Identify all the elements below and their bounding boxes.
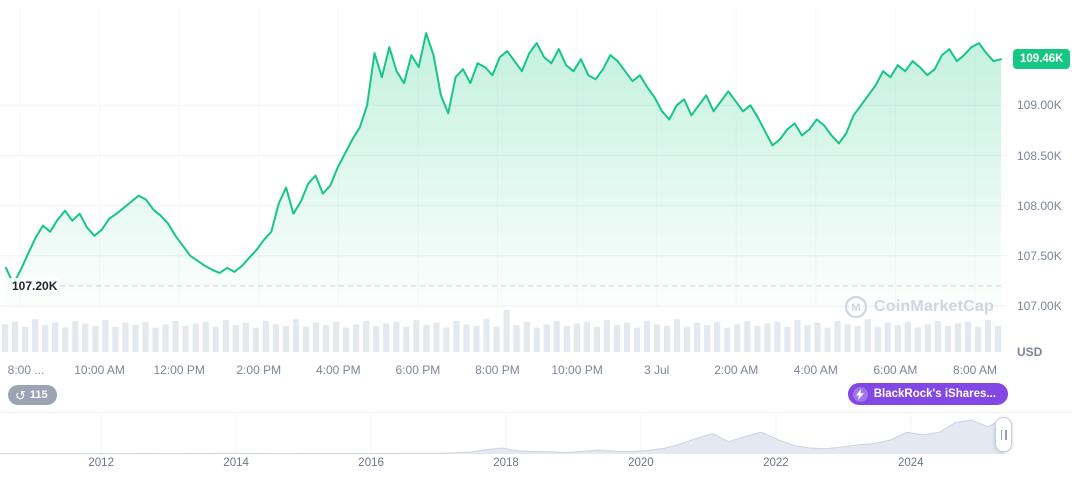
y-axis-label: 108.00K — [1017, 198, 1062, 213]
x-axis-label: 2:00 AM — [714, 363, 759, 377]
timeline-year-label: 2024 — [898, 457, 924, 469]
x-axis-label: 8:00 AM — [952, 363, 997, 377]
timeline-year-label: 2018 — [493, 457, 519, 469]
timeline-year-label: 2022 — [763, 457, 789, 469]
news-ticker-badge[interactable]: BlackRock's iShares... — [847, 383, 1008, 405]
history-clock-icon: ↺ — [15, 387, 26, 403]
x-axis-label: 4:00 PM — [315, 363, 361, 377]
timeline-year-label: 2016 — [358, 457, 384, 469]
x-axis-label: 8:00 ... — [7, 363, 45, 377]
currency-unit-label: USD — [1017, 345, 1043, 359]
x-axis-label: 10:00 AM — [74, 363, 125, 377]
badge-row: ↺ 115 BlackRock's iShares... — [0, 382, 1072, 412]
news-ticker-text: BlackRock's iShares... — [873, 388, 996, 400]
history-count-label: 115 — [29, 389, 48, 401]
x-axis-label: 6:00 PM — [395, 363, 441, 377]
timeline-year-label: 2014 — [223, 457, 249, 469]
timeline-right-handle[interactable] — [995, 417, 1012, 452]
time-x-axis: 8:00 ... 10:00 AM 12:00 PM 2:00 PM 4:00 PM 6:… — [0, 358, 1007, 382]
x-axis-label: 3 Jul — [643, 363, 670, 377]
session-low-label: 107.20K — [10, 277, 60, 294]
timeline-year-labels: 2012 2014 2016 2018 2020 2022 2024 — [0, 457, 1012, 475]
timeline-year-label: 2020 — [628, 457, 654, 469]
svg-text:M: M — [851, 302, 860, 314]
price-chart-area[interactable]: 107.20K M CoinMarketCap 109.46K USD 109.… — [0, 0, 1072, 359]
x-axis-label: 12:00 PM — [153, 363, 205, 377]
coinmarketcap-watermark: M CoinMarketCap — [845, 296, 994, 318]
timeline-scrubber[interactable]: 2012 2014 2016 2018 2020 2022 2024 — [0, 412, 1072, 477]
price-chart-svg[interactable] — [0, 0, 1007, 358]
current-price-badge: 109.46K — [1013, 49, 1071, 70]
lightning-bolt-icon — [852, 386, 868, 402]
x-axis-label: 6:00 AM — [873, 363, 918, 377]
timeline-minimap-chart[interactable] — [0, 415, 1012, 455]
timeline-year-label: 2012 — [88, 457, 114, 469]
price-y-axis: 109.46K USD 109.00K 108.50K 108.00K 107.50K… — [1008, 0, 1072, 359]
history-count-badge[interactable]: ↺ 115 — [8, 385, 57, 405]
x-axis-label: 10:00 PM — [551, 363, 603, 377]
x-axis-label: 2:00 PM — [236, 363, 282, 377]
x-axis-label: 8:00 PM — [475, 363, 520, 377]
watermark-text: CoinMarketCap — [874, 298, 994, 315]
y-axis-label: 108.50K — [1017, 148, 1062, 163]
y-axis-label: 107.50K — [1017, 248, 1062, 263]
y-axis-label: 109.00K — [1017, 98, 1062, 113]
coinmarketcap-logo-icon: M — [845, 296, 868, 318]
x-axis-label: 4:00 AM — [793, 363, 838, 377]
y-axis-label: 107.00K — [1017, 299, 1062, 313]
